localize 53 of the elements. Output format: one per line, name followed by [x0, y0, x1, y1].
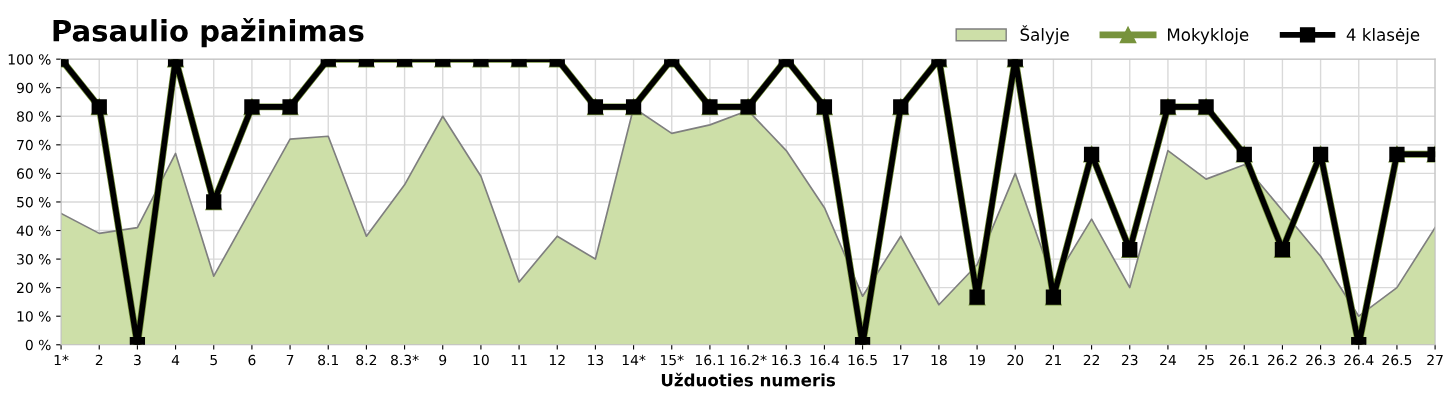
x-tick-label: 4	[171, 354, 180, 366]
chart-title: Pasaulio pažinimas	[53, 17, 364, 48]
x-tick-label: 18	[931, 354, 947, 366]
x-tick-label: 22	[1083, 354, 1100, 366]
x-axis-title: Užduoties numeris	[661, 372, 836, 387]
y-tick-label: 20 %	[17, 282, 51, 294]
y-tick-label: 0 %	[25, 339, 51, 351]
x-tick-label: 10	[473, 354, 489, 366]
x-tick-label: 9	[439, 354, 447, 366]
x-tick-label: 26.3	[1306, 354, 1335, 366]
x-tick-label: 14*	[622, 354, 646, 366]
x-tick-label: 8.2	[356, 354, 377, 366]
x-tick-label: 21	[1045, 354, 1061, 366]
y-tick-label: 90 %	[16, 82, 51, 94]
y-tick-label: 30 %	[17, 254, 51, 265]
x-tick-label: 26.1	[1229, 354, 1259, 366]
x-tick-label: 16.1	[695, 354, 725, 366]
legend-label: Mokykloje	[1167, 28, 1249, 45]
y-tick-label: 80 %	[17, 111, 51, 122]
x-tick-label: 23	[1121, 354, 1138, 366]
x-tick-label: 12	[549, 354, 565, 366]
x-tick-label: 26.5	[1382, 354, 1412, 366]
legend-label: Šalyje	[1020, 25, 1069, 45]
x-tick-label: 26.2	[1267, 354, 1297, 366]
x-tick-label: 26.4	[1344, 354, 1374, 366]
y-tick-label: 60 %	[17, 168, 51, 179]
x-tick-label: 11	[511, 354, 527, 366]
x-tick-label: 1*	[54, 354, 69, 366]
x-tick-label: 17	[893, 354, 909, 366]
x-tick-label: 6	[248, 354, 256, 366]
x-tick-label: 16.3	[772, 354, 801, 366]
x-tick-label: 8.3*	[391, 354, 419, 366]
x-tick-label: 25	[1198, 354, 1214, 366]
x-tick-label: 2	[95, 354, 103, 366]
x-tick-label: 5	[210, 354, 217, 366]
y-tick-label: 70 %	[17, 139, 51, 151]
y-tick-label: 10 %	[17, 311, 51, 322]
y-tick-label: 40 %	[16, 225, 51, 236]
x-tick-label: 7	[286, 354, 294, 366]
x-tick-label: 15*	[660, 354, 684, 366]
x-tick-label: 3	[134, 354, 141, 366]
y-tick-label: 100 %	[8, 54, 51, 65]
x-tick-label: 16.4	[810, 354, 840, 366]
x-tick-label: 27	[1427, 354, 1443, 366]
x-tick-label: 13	[588, 354, 604, 366]
x-tick-label: 24	[1160, 354, 1176, 366]
legend-label: 4 klasėje	[1346, 28, 1420, 45]
x-tick-label: 16.5	[848, 354, 877, 366]
x-tick-label: 16.2*	[730, 354, 767, 366]
x-tick-label: 19	[969, 354, 985, 366]
x-tick-label: 8.1	[318, 354, 338, 366]
y-tick-label: 50 %	[17, 196, 51, 208]
x-tick-label: 20	[1007, 354, 1024, 366]
